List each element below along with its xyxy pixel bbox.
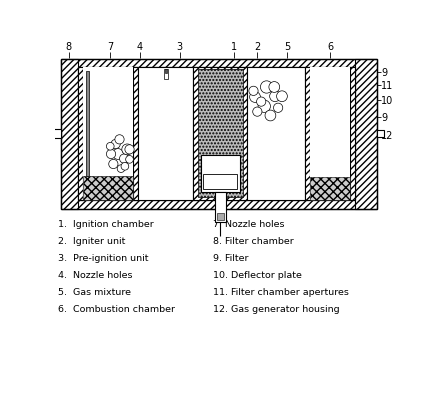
- Bar: [217, 213, 224, 221]
- Text: 4.  Nozzle holes: 4. Nozzle holes: [58, 271, 132, 279]
- Circle shape: [261, 82, 273, 94]
- Circle shape: [253, 108, 262, 117]
- Text: 9. Filter: 9. Filter: [213, 254, 248, 263]
- Text: 11: 11: [381, 81, 393, 91]
- Bar: [215, 193, 226, 222]
- Bar: [61, 60, 78, 209]
- Circle shape: [115, 135, 124, 145]
- Text: 10. Deflector plate: 10. Deflector plate: [213, 271, 301, 279]
- Bar: [138, 68, 194, 201]
- Bar: [305, 68, 310, 201]
- Bar: [83, 176, 132, 201]
- Text: 7: 7: [107, 42, 114, 52]
- Text: 9: 9: [381, 113, 387, 123]
- Text: 8: 8: [66, 42, 72, 52]
- Bar: [350, 68, 355, 201]
- Text: 5.  Gas mixture: 5. Gas mixture: [58, 288, 131, 296]
- Bar: [50, 130, 61, 139]
- Text: 12. Gas generator housing: 12. Gas generator housing: [213, 305, 339, 313]
- Text: 2: 2: [254, 42, 261, 52]
- Circle shape: [121, 163, 129, 171]
- Bar: [201, 156, 240, 193]
- Circle shape: [265, 111, 276, 122]
- Circle shape: [111, 140, 120, 149]
- Circle shape: [257, 98, 266, 107]
- Circle shape: [276, 92, 287, 102]
- Circle shape: [106, 143, 114, 151]
- Bar: [203, 175, 237, 190]
- Circle shape: [249, 87, 258, 96]
- Bar: [86, 72, 89, 176]
- Text: 1: 1: [231, 42, 237, 52]
- Circle shape: [113, 149, 123, 160]
- Circle shape: [273, 104, 283, 113]
- Bar: [61, 60, 377, 68]
- Text: 6: 6: [327, 42, 334, 52]
- Text: 6.  Combustion chamber: 6. Combustion chamber: [58, 305, 175, 313]
- Text: 7. Nozzle holes: 7. Nozzle holes: [213, 220, 284, 229]
- Bar: [164, 70, 168, 79]
- Circle shape: [117, 165, 125, 173]
- Text: 1.  Ignition chamber: 1. Ignition chamber: [58, 220, 154, 229]
- Circle shape: [120, 155, 129, 164]
- Bar: [377, 131, 384, 137]
- Bar: [194, 68, 247, 201]
- Bar: [165, 69, 167, 74]
- Circle shape: [250, 92, 261, 103]
- Bar: [355, 60, 377, 209]
- Text: 12: 12: [381, 131, 394, 141]
- Circle shape: [122, 145, 132, 156]
- Text: 3.  Pre-ignition unit: 3. Pre-ignition unit: [58, 254, 148, 263]
- Bar: [132, 68, 138, 201]
- Bar: [198, 69, 243, 198]
- Bar: [247, 68, 305, 201]
- Text: 2.  Igniter unit: 2. Igniter unit: [58, 237, 125, 246]
- Circle shape: [258, 101, 270, 113]
- Circle shape: [126, 156, 133, 164]
- Bar: [310, 68, 350, 201]
- Bar: [83, 68, 132, 201]
- Text: 11. Filter chamber apertures: 11. Filter chamber apertures: [213, 288, 349, 296]
- Circle shape: [125, 145, 134, 155]
- Text: 3: 3: [176, 42, 183, 52]
- Bar: [78, 68, 83, 201]
- Circle shape: [109, 160, 118, 169]
- Text: 10: 10: [381, 96, 393, 106]
- Bar: [310, 178, 350, 201]
- Bar: [61, 201, 377, 209]
- Bar: [78, 68, 355, 201]
- Circle shape: [106, 150, 116, 159]
- Text: 8. Filter chamber: 8. Filter chamber: [213, 237, 293, 246]
- Text: 9: 9: [381, 67, 387, 77]
- Text: 5: 5: [284, 42, 291, 52]
- Circle shape: [269, 82, 280, 93]
- Text: 4: 4: [136, 42, 143, 52]
- Circle shape: [270, 92, 280, 102]
